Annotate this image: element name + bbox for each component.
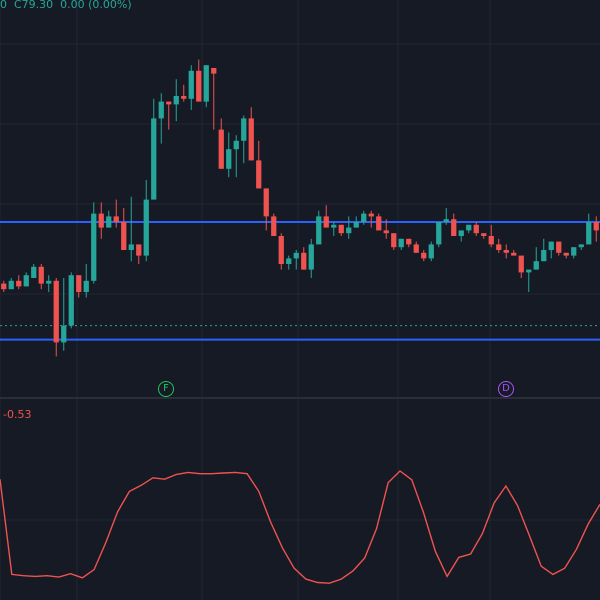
candle-body <box>211 68 217 74</box>
candle-body <box>166 101 172 105</box>
candle-body <box>578 244 584 248</box>
candle-body <box>511 252 517 256</box>
candle-body <box>488 236 494 245</box>
candle-body <box>218 129 224 169</box>
candle-body <box>548 241 554 250</box>
candle-body <box>376 216 382 231</box>
candle-body <box>143 199 149 256</box>
candle-body <box>46 280 52 284</box>
candle-body <box>196 70 202 102</box>
ohlc-readout: 0 C79.30 0.00 (0.00%) <box>0 0 132 11</box>
candle-body <box>563 252 569 256</box>
candle-body <box>136 244 142 256</box>
candle-body <box>128 244 134 250</box>
candle-body <box>158 101 164 119</box>
candle-body <box>338 224 344 234</box>
candle-body <box>226 149 232 169</box>
candle-body <box>91 213 97 281</box>
candle-body <box>308 244 314 270</box>
candle-body <box>8 280 14 290</box>
candle-body <box>173 96 179 105</box>
candle-body <box>331 224 337 228</box>
candle-body <box>181 96 187 99</box>
candle-body <box>203 65 209 102</box>
candle-body <box>473 224 479 234</box>
candle-body <box>256 160 262 189</box>
candle-body <box>556 241 562 253</box>
indicator-line <box>0 470 600 584</box>
candle-body <box>263 188 269 217</box>
candle-body <box>443 219 449 222</box>
candle-body <box>188 70 194 99</box>
candle-body <box>248 118 254 161</box>
candle-body <box>53 280 59 343</box>
candle-body <box>466 224 472 231</box>
candle-body <box>496 244 502 250</box>
candle-body <box>293 252 299 259</box>
candle-body <box>278 236 284 264</box>
candle-body <box>428 244 434 259</box>
candle-body <box>233 140 239 150</box>
candle-body <box>526 269 532 273</box>
candle-body <box>323 216 329 228</box>
candle-body <box>76 275 82 292</box>
candle-body <box>361 213 367 222</box>
candle-body <box>541 250 547 262</box>
event-marker-d[interactable]: D <box>498 381 514 397</box>
candle-body <box>31 266 37 278</box>
candle-body <box>346 227 352 234</box>
indicator-value-label: -0.53 <box>3 408 32 421</box>
candle-body <box>451 219 457 236</box>
candle-body <box>368 213 374 217</box>
candle-body <box>113 216 119 222</box>
candle-body <box>241 118 247 141</box>
candle-body <box>83 280 89 292</box>
candle-body <box>151 118 157 200</box>
candle-body <box>1 283 7 290</box>
candle-body <box>353 222 359 228</box>
candle-body <box>533 261 539 270</box>
candle-body <box>38 266 44 284</box>
candle-body <box>398 238 404 248</box>
event-marker-d-label: D <box>502 383 510 394</box>
candle-body <box>98 213 104 228</box>
candle-body <box>61 325 67 343</box>
candle-body <box>121 222 127 250</box>
candle-body <box>406 238 412 245</box>
event-marker-f[interactable]: F <box>158 381 174 397</box>
candle-body <box>518 255 524 273</box>
candle-body <box>23 275 29 287</box>
candle-body <box>316 216 322 245</box>
candle-body <box>458 230 464 236</box>
event-marker-f-label: F <box>163 383 169 394</box>
candle-body <box>503 250 509 253</box>
candle-body <box>421 252 427 259</box>
candle-body <box>413 244 419 253</box>
candle-body <box>106 216 112 228</box>
candle-body <box>286 258 292 264</box>
candle-body <box>586 222 592 245</box>
candle-body <box>68 275 74 326</box>
candle-body <box>383 230 389 234</box>
candle-body <box>571 247 577 256</box>
candle-body <box>436 222 442 245</box>
candle-body <box>391 233 397 248</box>
candle-body <box>481 233 487 236</box>
candle-body <box>16 280 22 287</box>
candle-body <box>301 252 307 270</box>
candle-body <box>271 216 277 236</box>
candle-body <box>593 222 599 231</box>
